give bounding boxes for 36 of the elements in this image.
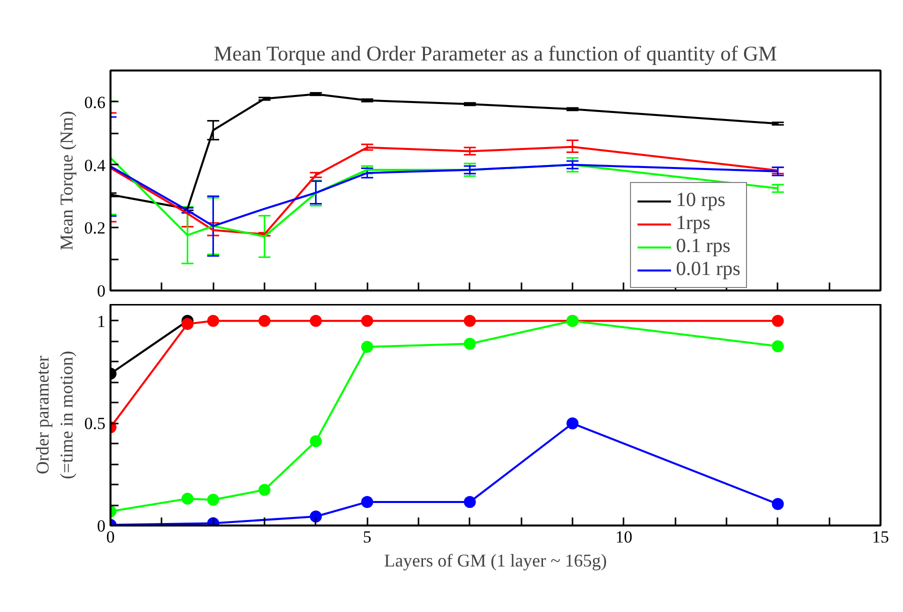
point: [361, 340, 374, 353]
point: [464, 314, 476, 327]
point: [772, 314, 784, 327]
point: [258, 314, 270, 327]
y-tick-label: 1: [97, 312, 106, 331]
point: [310, 510, 322, 522]
chart-title: Mean Torque and Order Parameter as a function of quantity of GM: [214, 42, 778, 66]
y-axis-title: Order parameter (=time in motion): [32, 350, 76, 480]
point: [310, 314, 322, 327]
point: [566, 417, 578, 430]
legend-label: 1rps: [676, 212, 710, 235]
y-tick-label: 0.6: [84, 92, 106, 112]
legend-label: 0.01 rps: [676, 258, 740, 281]
x-tick-label: 5: [362, 528, 372, 546]
point: [182, 492, 194, 505]
point: [182, 318, 194, 330]
x-tick-label: 10: [615, 528, 632, 546]
legend-label: 0.1 rps: [676, 235, 730, 258]
legend-label: 10 rps: [676, 189, 726, 212]
y-tick-label: 0: [97, 282, 106, 300]
point: [464, 338, 476, 350]
point: [310, 435, 322, 448]
y-tick-label: 0.4: [84, 156, 106, 175]
point: [772, 340, 784, 352]
point: [258, 484, 270, 496]
point: [207, 314, 220, 327]
point: [361, 314, 374, 327]
point: [464, 496, 476, 508]
y-tick-label: 0.2: [84, 218, 106, 238]
point: [207, 494, 220, 506]
x-tick-label: 15: [872, 528, 889, 546]
x-axis-title: Layers of GM (1 layer ~ 165g): [384, 550, 607, 570]
point: [361, 496, 374, 508]
y-axis-title: Mean Torque (Nm): [56, 110, 76, 250]
point: [772, 498, 784, 510]
y-tick-label: 0.5: [84, 414, 106, 434]
